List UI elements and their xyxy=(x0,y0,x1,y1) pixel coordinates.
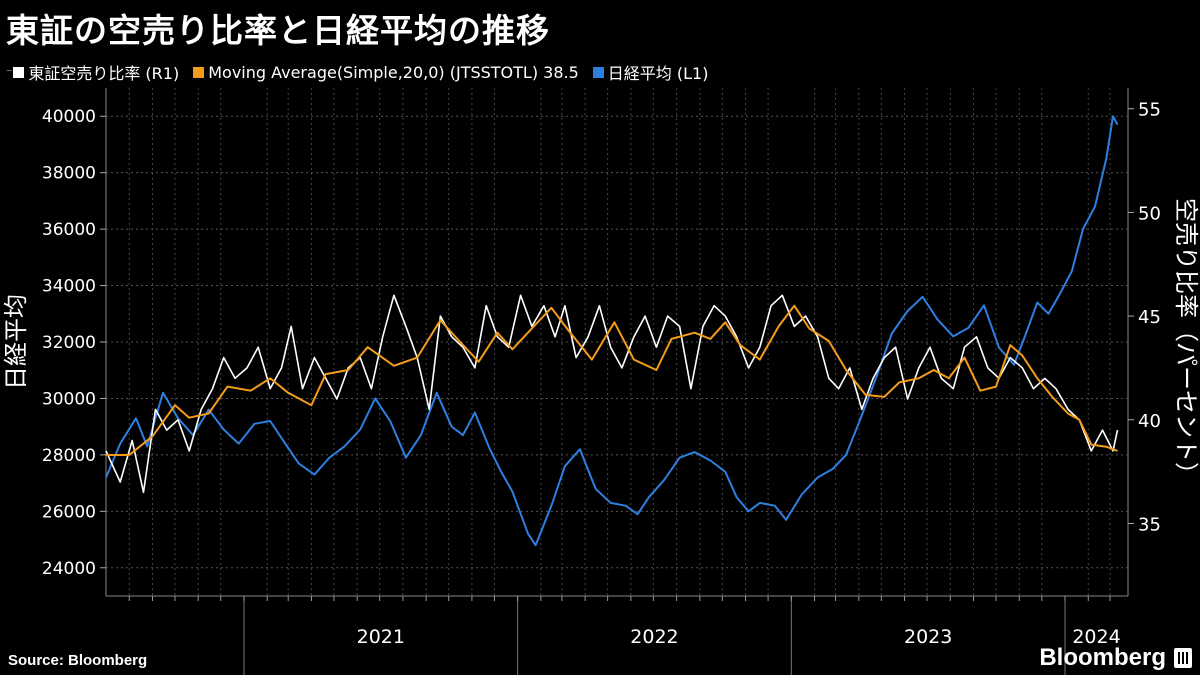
left-tick-label: 32000 xyxy=(42,333,96,353)
pin-icon: ⁻ xyxy=(6,65,13,79)
series-line-2 xyxy=(105,115,1119,547)
legend-item-nikkei[interactable]: 日経平均 (L1) xyxy=(592,60,709,84)
right-tick-label: 45 xyxy=(1138,307,1161,328)
left-tick-label: 24000 xyxy=(42,559,96,579)
legend-item-short-ratio[interactable]: ⁻ 東証空売り比率 (R1) xyxy=(6,60,179,84)
bloomberg-logo: Bloomberg xyxy=(1039,644,1166,671)
right-axis-title: 空売り比率（パーセント） xyxy=(1172,198,1200,486)
chart-title: 東証の空売り比率と日経平均の推移 xyxy=(6,11,550,50)
right-tick-label: 55 xyxy=(1138,100,1161,121)
legend: ⁻ 東証空売り比率 (R1) Moving Average(Simple,20,… xyxy=(6,60,722,84)
left-tick-label: 28000 xyxy=(42,446,96,466)
left-tick-label: 30000 xyxy=(42,389,96,409)
left-tick-label: 40000 xyxy=(42,107,96,127)
legend-label-nikkei: 日経平均 (L1) xyxy=(607,64,709,83)
left-tick-label: 26000 xyxy=(42,502,96,522)
legend-label-short-ratio: 東証空売り比率 (R1) xyxy=(28,64,180,83)
left-tick-label: 36000 xyxy=(42,220,96,240)
right-tick-label: 50 xyxy=(1138,203,1161,224)
x-tick-label: 2024 xyxy=(1072,626,1120,648)
bloomberg-terminal-icon xyxy=(1174,648,1192,668)
legend-swatch-short-ratio xyxy=(13,66,25,78)
x-tick-label: 2022 xyxy=(630,626,678,648)
x-tick-label: 2021 xyxy=(357,626,405,648)
legend-swatch-moving-average xyxy=(193,66,205,78)
left-tick-label: 34000 xyxy=(42,277,96,297)
left-axis-title: 日経平均 xyxy=(2,294,30,390)
legend-item-moving-average[interactable]: Moving Average(Simple,20,0) (JTSSTOTL) 3… xyxy=(193,63,579,82)
legend-label-moving-average: Moving Average(Simple,20,0) (JTSSTOTL) 3… xyxy=(208,62,579,82)
series-line-0 xyxy=(105,294,1119,494)
series-line-1 xyxy=(106,304,1118,456)
right-tick-label: 35 xyxy=(1138,514,1161,535)
source-note: Source: Bloomberg xyxy=(8,652,148,669)
left-tick-label: 38000 xyxy=(42,164,96,184)
legend-swatch-nikkei xyxy=(592,66,604,78)
x-tick-label: 2023 xyxy=(904,626,952,648)
right-tick-label: 40 xyxy=(1138,411,1161,432)
